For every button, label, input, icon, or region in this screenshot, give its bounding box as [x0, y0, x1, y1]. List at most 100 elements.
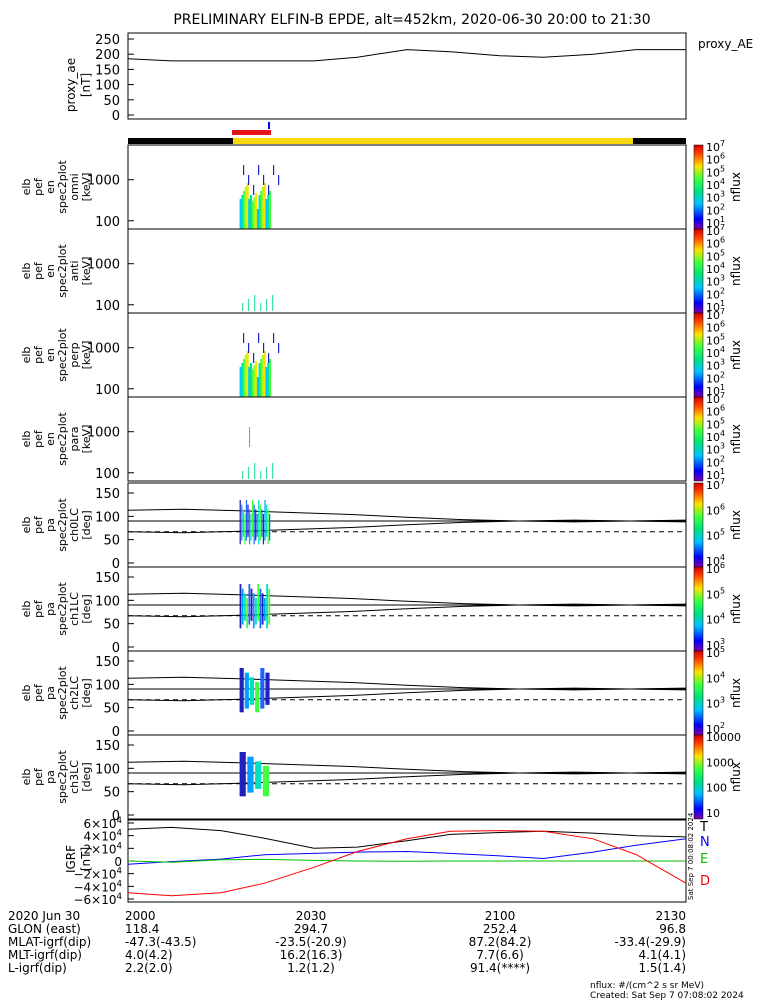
colorbar-tick-label: 104 — [706, 612, 725, 627]
colorbar-tick-label: 102 — [706, 370, 725, 385]
proxy-ae-ylabel-2: [nT] — [79, 73, 93, 97]
energy-tick-label: 1000 — [87, 426, 120, 441]
energy-flux-cell — [253, 365, 256, 397]
colorbar-tick-label: 102 — [706, 721, 725, 736]
energy-ylabel-line: pef — [32, 261, 45, 280]
pitch-flux-cell — [265, 672, 270, 705]
colorbar-tick-label: 100 — [706, 782, 727, 795]
energy-flux-cell — [265, 199, 268, 229]
energy-flux-cell — [248, 367, 251, 397]
ephemeris-cell: 252.4 — [483, 922, 517, 936]
colorbar-tick-label: 102 — [706, 286, 725, 301]
pitch-flux-cell — [252, 500, 254, 537]
energy-tick-label: 100 — [95, 383, 120, 398]
igrf-tick-label: 0 — [114, 855, 122, 869]
pitch-ylabel-line: pef — [32, 683, 45, 702]
colorbar-unit-label: nflux — [729, 340, 743, 370]
colorbar-tick-label: 106 — [706, 561, 725, 576]
pitch-ylabel-line: ch3LC — [68, 760, 81, 794]
pitch-flux-cell — [262, 766, 270, 797]
energy-panel-anti: 1000 100 elb pef en spec2plot anti [keV] — [20, 228, 687, 314]
pitch-tick-label: 50 — [103, 534, 120, 549]
pitch-tick-label: 100 — [95, 594, 120, 609]
energy-flux-cell — [261, 187, 265, 229]
energy-flux-cell — [263, 351, 266, 397]
colorbar-tick-label: 107 — [706, 307, 725, 322]
energy-flux-cell — [255, 193, 258, 229]
ephemeris-cell: 118.4 — [125, 922, 159, 936]
proxy-ae-tick-label: 0 — [112, 109, 120, 124]
colorbar-strip — [693, 312, 704, 398]
igrf-tick-label: −4×104 — [73, 879, 122, 894]
energy-tick-label: 1000 — [87, 342, 120, 357]
energy-flux-cell — [249, 363, 253, 397]
pitch-flux-cell — [269, 514, 271, 541]
loss-cone-line — [127, 592, 687, 607]
colorbar-7: 10000 1000 100 10 nflux — [693, 731, 743, 820]
igrf-n-line — [127, 838, 687, 865]
status-black-left — [128, 138, 233, 144]
pitch-panel-3: 150 100 50 0 elb pef pa spec2plot ch3LC [deg] — [20, 734, 687, 824]
ephemeris-row-label: 2020 Jun 30 — [8, 909, 80, 923]
pitch-flux-cell — [260, 668, 265, 709]
ephemeris-cell: 91.4(****) — [470, 961, 530, 975]
colorbar-tick-label: 103 — [706, 637, 725, 652]
energy-flux-cell — [256, 209, 260, 229]
pitch-tick-label: 150 — [95, 487, 120, 502]
energy-ylabel-line: elb — [20, 179, 33, 196]
pitch-flux-cell — [262, 514, 265, 545]
pitch-flux-cell — [264, 500, 266, 541]
ephemeris-row-label: GLON (east) — [8, 922, 81, 936]
colorbar-tick-label: 1000 — [706, 756, 734, 769]
pitch-tick-label: 100 — [95, 762, 120, 777]
energy-flux-cell — [251, 201, 254, 229]
pitch-flux-burst — [239, 668, 270, 713]
colorbar-tick-label: 106 — [706, 320, 725, 335]
igrf-legend-n: N — [700, 835, 710, 850]
colorbar-unit-label: nflux — [729, 678, 743, 708]
proxy-ae-tick-label: 100 — [95, 79, 120, 94]
ephemeris-cell: -47.3(-43.5) — [125, 935, 196, 949]
energy-flux-cell — [268, 191, 272, 229]
proxy-ae-line — [127, 49, 686, 62]
pitch-ylabel-line: ch2LC — [68, 676, 81, 710]
pitch-ylabel-line: spec2plot — [56, 498, 69, 552]
energy-panel-para: 1000 100 elb pef en spec2plot para [keV] — [20, 396, 687, 482]
energy-flux-cell — [268, 359, 272, 397]
energy-panel-frame — [127, 396, 687, 482]
pitch-flux-burst — [239, 752, 270, 797]
colorbar-tick-label: 103 — [706, 696, 725, 711]
ephemeris-cell: 1.2(1.2) — [287, 961, 335, 975]
pitch-flux-cell — [265, 504, 268, 537]
pitch-flux-cell — [255, 682, 260, 713]
status-red-marker — [232, 130, 271, 135]
colorbar-tick-label: 104 — [706, 429, 725, 444]
ephemeris-cell: 96.8 — [659, 922, 686, 936]
pitch-flux-burst — [239, 584, 271, 629]
energy-ylabel-line: para — [68, 427, 81, 452]
colorbar-tick-label: 106 — [706, 502, 725, 517]
colorbar-tick-label: 102 — [706, 202, 725, 217]
proxy-ae-tick-label: 200 — [95, 48, 120, 63]
ephemeris-cell: 1.5(1.4) — [638, 961, 686, 975]
energy-ylabel-line: elb — [20, 347, 33, 364]
energy-flux-burst — [239, 165, 280, 229]
energy-flux-cell — [251, 369, 254, 397]
pitch-flux-cell — [239, 668, 244, 713]
colorbar-tick-label: 104 — [706, 261, 725, 276]
colorbar-tick-label: 104 — [706, 670, 725, 685]
energy-ylabel-line: omni — [68, 173, 81, 200]
energy-ylabel-line: perp — [68, 342, 81, 367]
colorbar-tick-label: 10 — [706, 807, 720, 820]
energy-ylabel-line: [keV] — [80, 257, 93, 286]
energy-ylabel-line: [keV] — [80, 341, 93, 370]
ephemeris-cell: 2100 — [485, 909, 516, 923]
colorbar-tick-label: 105 — [706, 164, 725, 179]
energy-flux-cell — [258, 195, 261, 229]
colorbar-tick-label: 105 — [706, 586, 725, 601]
energy-ylabel-line: pef — [32, 429, 45, 448]
colorbar-tick-label: 10000 — [706, 731, 741, 744]
proxy-ae-frame — [127, 32, 687, 120]
